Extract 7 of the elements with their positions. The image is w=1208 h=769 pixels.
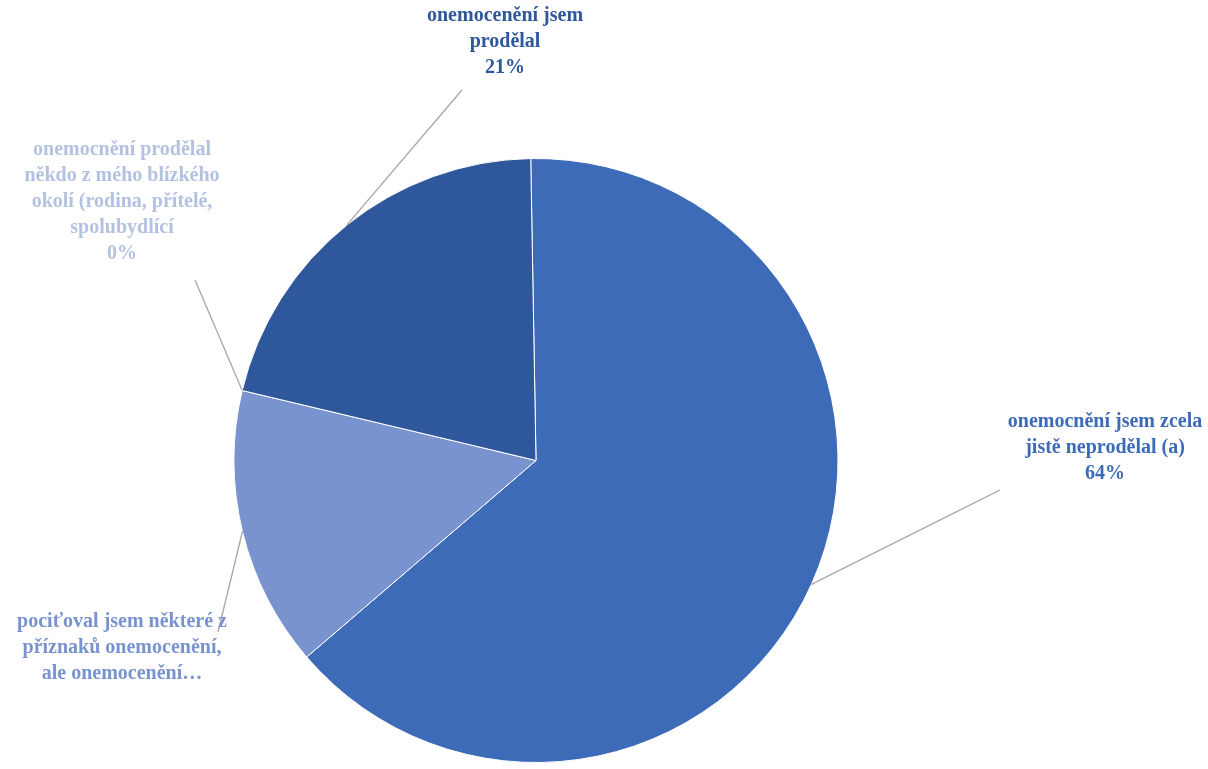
slice-label: onemocnění jsem zcela jistě neprodělal (a) <box>1007 409 1203 459</box>
data-label: 64% <box>1085 461 1125 484</box>
slice-label: pociťoval jsem některé z příznaků onemocenění, ale onemocenění… <box>17 609 228 684</box>
slice-label: onemocenění jsem prodělal <box>426 3 584 53</box>
data-label: 21% <box>485 55 525 78</box>
category-label: onemocnění prodělal někdo z mého blízkého okolí (rodina, přítelé, spolubydlící <box>24 137 220 238</box>
text: 0% <box>107 241 137 264</box>
